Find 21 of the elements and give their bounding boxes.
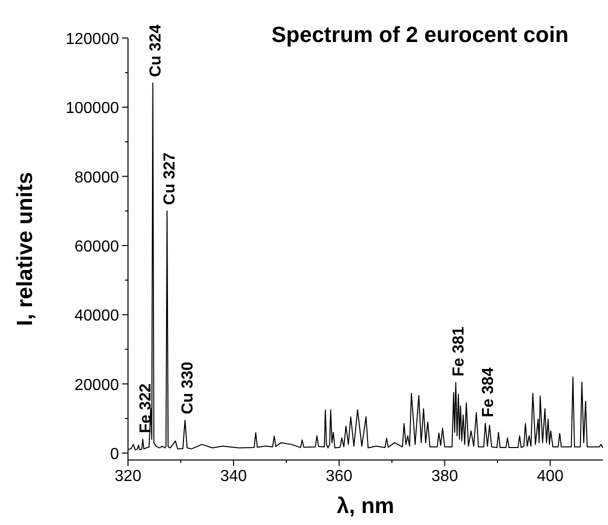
annotation: Fe 322: [137, 383, 154, 434]
y-tick-label: 80000: [74, 169, 120, 186]
x-tick-label: 400: [536, 468, 564, 485]
x-tick-label: 340: [220, 468, 247, 485]
annotation: Cu 330: [180, 362, 197, 414]
annotation: Cu 324: [147, 24, 164, 77]
x-tick-label: 380: [431, 468, 458, 485]
y-tick-label: 100000: [66, 100, 120, 118]
y-tick-label: 120000: [66, 31, 120, 48]
annotation: Fe 384: [480, 367, 497, 418]
chart-title: Spectrum of 2 eurocent coin: [271, 22, 569, 47]
annotation: Fe 381: [450, 326, 468, 377]
y-tick-label: 40000: [74, 308, 120, 325]
x-tick-label: 360: [326, 468, 353, 485]
y-tick-label: 0: [110, 446, 120, 464]
y-axis-title: I, relative units: [12, 172, 37, 326]
y-tick-label: 60000: [74, 238, 120, 256]
annotation: Cu 327: [162, 152, 179, 205]
x-tick-label: 320: [114, 468, 142, 485]
y-tick-label: 20000: [74, 376, 120, 394]
x-axis-title: λ, nm: [336, 493, 394, 518]
